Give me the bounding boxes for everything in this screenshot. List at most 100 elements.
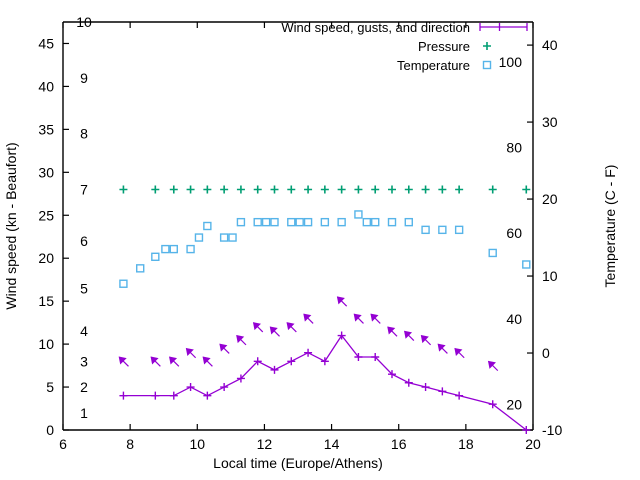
x-tick-label: 20 [525, 436, 541, 452]
wind-speed-point [287, 357, 296, 366]
temperature-point [194, 233, 204, 242]
y-tick-labels-right: -10 0 10 20 30 40 [527, 37, 562, 438]
temperature-point [219, 233, 229, 242]
pressure-point [404, 185, 413, 194]
x-tick-label: 6 [59, 436, 67, 452]
x-tick-label: 16 [391, 436, 407, 452]
x-tick-label: 18 [458, 436, 474, 452]
fahrenheit-label: 20 [506, 397, 522, 413]
gust-arrow-head [404, 330, 413, 339]
pressure-point [253, 185, 262, 194]
y-tick-label: 45 [38, 35, 54, 51]
y-tick-label: 5 [46, 379, 54, 395]
beaufort-label: 9 [80, 70, 88, 86]
wind-speed-point [388, 370, 396, 379]
y-tick-label: 30 [38, 164, 54, 180]
legend-label-1: Pressure [418, 39, 470, 54]
beaufort-scale-labels: 1 2 3 4 5 6 7 8 9 10 [76, 14, 92, 421]
fahrenheit-label: 80 [506, 139, 522, 155]
temperature-point [151, 252, 160, 261]
beaufort-label: 2 [80, 379, 88, 395]
pressure-point [354, 185, 363, 194]
beaufort-label: 7 [80, 181, 88, 197]
y2-tick-label: 40 [542, 37, 558, 53]
temperature-point [228, 233, 237, 242]
gust-arrow-head [420, 335, 429, 344]
y-axis-label-right: Temperature (C - F) [602, 165, 618, 288]
wind-speed-point [186, 383, 195, 392]
pressure-point [371, 185, 380, 194]
y2-tick-label: -10 [542, 422, 562, 438]
beaufort-label: 1 [80, 405, 88, 421]
wind-speed-point [236, 374, 245, 383]
beaufort-label: 3 [80, 353, 88, 369]
pressure-point [488, 185, 497, 194]
x-axis-label: Local time (Europe/Athens) [213, 455, 383, 471]
pressure-point [337, 185, 346, 194]
gust-arrow-head [269, 326, 278, 335]
temperature-point [295, 217, 304, 227]
legend-label-0: Wind speed, gusts, and direction [281, 20, 470, 35]
gust-arrow-head [370, 313, 379, 322]
x-tick-labels: 6 8 10 12 14 16 18 20 [59, 22, 541, 452]
axes-group [62, 21, 534, 431]
temperature-point [438, 225, 447, 235]
temperature-point [161, 244, 170, 254]
pressure-point [304, 185, 313, 194]
gust-arrow-head [150, 356, 159, 365]
gust-arrow-head [437, 343, 446, 352]
temperature-point [488, 248, 497, 258]
wind-speed-point [438, 387, 447, 396]
y-axis-label-left: Wind speed (kn - Beaufort) [3, 142, 19, 309]
y-tick-labels-left: 0 5 10 15 20 25 30 35 40 45 [38, 35, 69, 438]
wind-speed-point [371, 352, 380, 361]
wind-speed-point [270, 365, 279, 374]
y-tick-label: 20 [38, 250, 54, 266]
pressure-point [220, 185, 229, 194]
y2-tick-label: 10 [542, 268, 558, 284]
gust-arrow-head [286, 322, 295, 331]
pressure-point [119, 185, 128, 194]
wind-speed-point [203, 391, 212, 400]
wind-speed-point [304, 348, 313, 357]
pressure-point [287, 185, 296, 194]
y-tick-label: 15 [38, 293, 54, 309]
pressure-point [169, 185, 178, 194]
gust-arrow-head [169, 356, 178, 365]
fahrenheit-label: 60 [506, 225, 522, 241]
y-tick-label: 0 [46, 422, 54, 438]
pressure-point [186, 185, 195, 194]
gust-arrow-head [118, 356, 127, 365]
temperature-point [169, 244, 178, 254]
wind-speed-point [337, 331, 346, 340]
wind-speed-point [151, 391, 160, 400]
legend: Wind speed, gusts, and direction Pressure… [281, 20, 528, 73]
temperature-point [362, 217, 372, 227]
temperature-point [371, 217, 380, 227]
gust-arrow-head [219, 343, 228, 352]
pressure-point [203, 185, 212, 194]
wind-speed-point [488, 400, 497, 409]
wind-speed-point [354, 352, 363, 361]
y2-tick-label: 30 [542, 114, 558, 130]
pressure-point [320, 185, 329, 194]
wind-speed-point [320, 357, 329, 366]
temperature-point [119, 279, 128, 288]
y-tick-label: 40 [38, 78, 54, 94]
y-tick-label: 10 [38, 336, 54, 352]
temperature-point [320, 217, 330, 227]
wind-speed-line [123, 334, 527, 431]
beaufort-label: 5 [80, 280, 88, 296]
pressure-point [421, 185, 430, 194]
series-pressure [119, 185, 531, 194]
legend-swatch-square [482, 60, 492, 70]
x-tick-label: 10 [189, 436, 205, 452]
temperature-point [387, 217, 397, 227]
legend-swatch-plus [483, 42, 491, 50]
temperature-point [404, 217, 413, 227]
gust-arrow-head [185, 347, 194, 356]
wind-speed-point [421, 383, 430, 392]
temperature-point [354, 210, 363, 219]
x-tick-label: 14 [324, 436, 340, 452]
